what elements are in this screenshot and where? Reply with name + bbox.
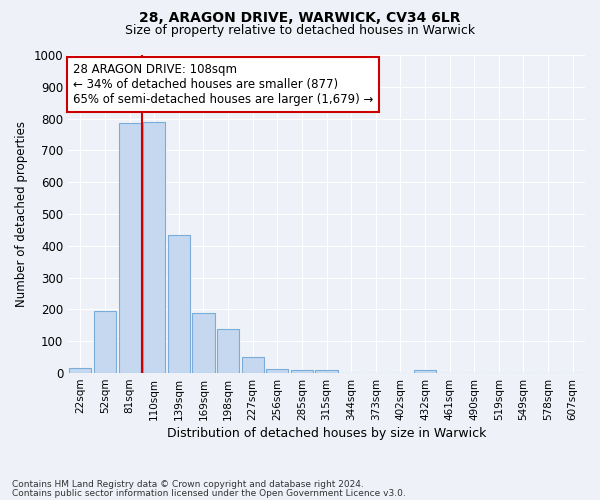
Bar — [266, 370, 289, 373]
Text: Contains public sector information licensed under the Open Government Licence v3: Contains public sector information licen… — [12, 490, 406, 498]
Bar — [119, 124, 140, 373]
Text: Contains HM Land Registry data © Crown copyright and database right 2024.: Contains HM Land Registry data © Crown c… — [12, 480, 364, 489]
Bar — [94, 311, 116, 373]
Bar — [168, 234, 190, 373]
Text: Size of property relative to detached houses in Warwick: Size of property relative to detached ho… — [125, 24, 475, 37]
Bar — [217, 328, 239, 373]
Bar — [69, 368, 91, 373]
X-axis label: Distribution of detached houses by size in Warwick: Distribution of detached houses by size … — [167, 427, 486, 440]
Bar — [143, 122, 165, 373]
Text: 28 ARAGON DRIVE: 108sqm
← 34% of detached houses are smaller (877)
65% of semi-d: 28 ARAGON DRIVE: 108sqm ← 34% of detache… — [73, 63, 374, 106]
Text: 28, ARAGON DRIVE, WARWICK, CV34 6LR: 28, ARAGON DRIVE, WARWICK, CV34 6LR — [139, 11, 461, 25]
Y-axis label: Number of detached properties: Number of detached properties — [15, 121, 28, 307]
Bar — [316, 370, 338, 373]
Bar — [193, 312, 215, 373]
Bar — [291, 370, 313, 373]
Bar — [414, 370, 436, 373]
Bar — [242, 357, 264, 373]
